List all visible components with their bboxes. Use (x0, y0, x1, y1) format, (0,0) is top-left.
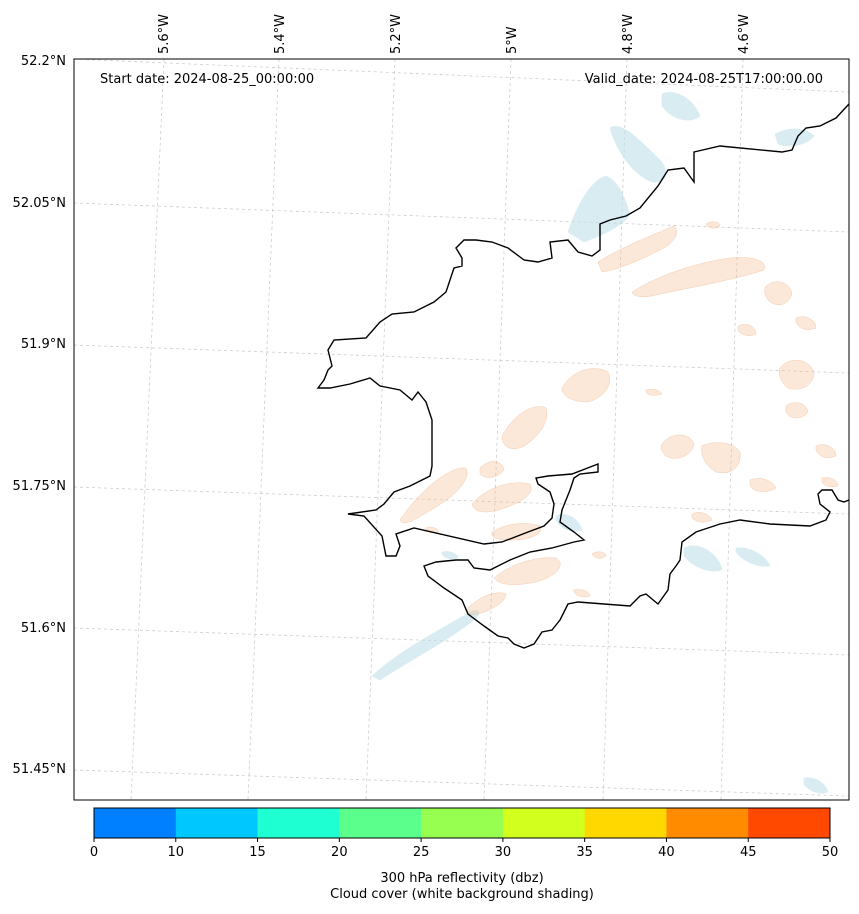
colorbar-tick-label: 50 (822, 845, 839, 860)
gridline-lon-4.8 (602, 58, 628, 801)
colorbar-tick-label: 25 (413, 845, 430, 860)
reflectivity-cell (399, 467, 468, 524)
colorbar-tick-label: 0 (90, 845, 98, 860)
gridline-lon-4.6 (720, 58, 744, 801)
gridline-lat-51.6 (73, 627, 850, 656)
reflectivity-cell (491, 523, 541, 541)
reflectivity-cell (479, 461, 505, 478)
gridline-lon-5.6 (130, 58, 165, 801)
cloud-patch (555, 513, 583, 532)
lat-label: 51.45°N (13, 762, 66, 777)
reflectivity-cell (737, 324, 757, 336)
longitude-labels: 5.6°W 5.4°W 5.2°W 5°W 4.8°W 4.6°W (157, 14, 752, 54)
colorbar-tick-label: 15 (249, 845, 266, 860)
gridline-lat-51.75 (73, 486, 850, 515)
cloud-cover-layer (371, 92, 829, 794)
reflectivity-cell (821, 477, 839, 488)
cloud-patch (735, 547, 771, 567)
lon-label: 5.2°W (389, 14, 404, 54)
colorbar-tick-label: 35 (576, 845, 593, 860)
latitude-labels: 52.2°N 52.05°N 51.9°N 51.75°N 51.6°N 51.… (13, 54, 66, 777)
cloud-patch (567, 175, 631, 243)
reflectivity-cell (691, 512, 713, 523)
coastline (316, 103, 850, 649)
lat-label: 52.05°N (13, 196, 66, 211)
reflectivity-cell (471, 482, 532, 513)
reflectivity-cell (631, 257, 765, 297)
colorbar-segment (502, 808, 586, 838)
lat-label: 51.6°N (21, 621, 66, 636)
gridline-lat-51.9 (73, 344, 850, 374)
colorbar-segment (748, 808, 831, 838)
cloud-patch (371, 610, 480, 681)
cloud-patch (803, 777, 829, 794)
colorbar-label-line1: 300 hPa reflectivity (dbz) (380, 871, 544, 886)
reflectivity-cell (779, 360, 815, 390)
reflectivity-cell (795, 316, 817, 330)
colorbar-segment (175, 808, 259, 838)
colorbar-segment (94, 808, 177, 838)
axes-frame (73, 58, 850, 801)
lat-label: 52.2°N (21, 54, 66, 69)
lat-label: 51.75°N (13, 479, 66, 494)
lon-label: 5.4°W (273, 14, 288, 54)
colorbar-tick-label: 40 (658, 845, 675, 860)
colorbar-segment (339, 808, 422, 838)
lon-label: 4.6°W (737, 14, 752, 54)
cloud-patch (661, 92, 701, 121)
reflectivity-cell (467, 592, 507, 615)
colorbar-segment (257, 808, 340, 838)
colorbar-label-line2: Cloud cover (white background shading) (330, 887, 594, 902)
cloud-patch (609, 126, 667, 183)
reflectivity-cell (493, 557, 561, 585)
gridline-lat-51.45 (73, 769, 850, 797)
gridline-lon-5.4 (247, 58, 280, 801)
start-date: Start date: 2024-08-25_00:00:00 (100, 72, 314, 87)
gridline-lat-52.05 (73, 202, 850, 233)
reflectivity-cell (749, 478, 777, 492)
lat-label: 51.9°N (21, 337, 66, 352)
gridline-lon-5.2 (365, 58, 396, 801)
reflectivity-cell (701, 442, 741, 474)
reflectivity-cell (645, 388, 663, 396)
graticule (73, 58, 850, 801)
reflectivity-cell (660, 434, 695, 459)
colorbar-tick-label: 10 (168, 845, 185, 860)
cloud-patch (774, 128, 815, 147)
lon-label: 4.8°W (621, 14, 636, 54)
valid-date: Valid_date: 2024-08-25T17:00:00.00 (585, 72, 823, 87)
colorbar-tick-label: 20 (331, 845, 348, 860)
colorbar-segment (421, 808, 504, 838)
reflectivity-cell (597, 225, 677, 273)
reflectivity-cell (764, 281, 793, 306)
cloud-patch (441, 551, 459, 560)
reflectivity-cell (573, 589, 591, 598)
reflectivity-cell (501, 406, 548, 449)
reflectivity-layer (399, 221, 839, 615)
colorbar-tick-label: 30 (495, 845, 512, 860)
colorbar-tick-label: 45 (740, 845, 757, 860)
lon-label: 5°W (505, 26, 520, 54)
reflectivity-cell (561, 368, 610, 403)
colorbar-frame (93, 807, 831, 839)
reflectivity-cell (815, 444, 837, 458)
cloud-patch (683, 545, 723, 572)
reflectivity-cell (705, 221, 721, 229)
colorbar-segment (584, 808, 667, 838)
colorbar: 0 10 15 20 25 30 35 40 45 50 (90, 808, 838, 860)
colorbar-segment (666, 808, 749, 838)
reflectivity-cell (591, 551, 607, 559)
reflectivity-cell (785, 402, 809, 419)
lon-label: 5.6°W (157, 14, 172, 54)
